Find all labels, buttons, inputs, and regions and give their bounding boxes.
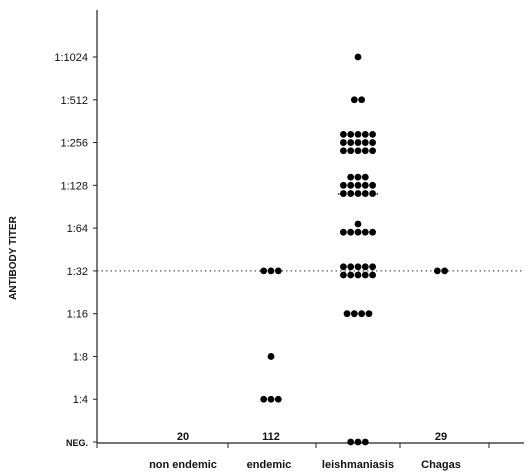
- data-point: [361, 130, 369, 138]
- data-point: [358, 96, 366, 104]
- data-point: [340, 139, 347, 146]
- data-point: [267, 267, 275, 275]
- data-point: [369, 181, 376, 189]
- data-point: [354, 173, 362, 181]
- y-tick-label: 1:64: [67, 223, 88, 235]
- data-point: [350, 310, 358, 318]
- x-category-label: non endemic: [149, 459, 217, 471]
- data-point: [361, 228, 369, 236]
- data-point: [361, 173, 369, 181]
- axes: [96, 10, 524, 444]
- y-axis-ticks: NEG. 1:4 1:8 1:16 1:32 1:64 1:128 1:256 1:512 1:1…: [54, 52, 97, 448]
- data-point: [340, 130, 347, 138]
- data-point: [340, 263, 347, 271]
- data-point: [369, 130, 376, 138]
- negative-count-label: 112: [262, 431, 280, 443]
- data-point: [340, 147, 347, 155]
- data-point: [347, 228, 355, 236]
- data-point: [369, 228, 376, 236]
- x-category-label: endemic: [247, 459, 292, 471]
- y-tick-label: 1:256: [60, 138, 88, 150]
- data-point: [354, 130, 362, 138]
- data-point: [361, 181, 369, 189]
- y-axis-label: ANTIBODY TITER: [8, 215, 19, 299]
- data-point: [354, 271, 362, 279]
- data-point: [369, 139, 376, 146]
- data-point: [347, 130, 355, 138]
- y-tick-label: 1:128: [60, 180, 88, 192]
- y-tick-label: 1:512: [60, 95, 88, 107]
- data-point: [347, 181, 355, 189]
- data-point: [361, 263, 369, 271]
- data-point: [343, 310, 351, 318]
- data-point: [354, 263, 362, 271]
- data-point: [354, 139, 362, 146]
- data-point: [260, 395, 268, 403]
- data-point: [441, 267, 449, 275]
- data-point: [274, 267, 282, 275]
- data-point: [354, 220, 362, 228]
- data-point: [267, 395, 275, 403]
- data-point: [361, 271, 369, 279]
- data-point: [369, 263, 376, 271]
- data-point: [354, 181, 362, 189]
- data-point: [260, 267, 268, 275]
- data-point: [369, 147, 376, 155]
- data-point: [354, 228, 362, 236]
- data-point: [347, 190, 355, 197]
- data-point: [347, 263, 355, 271]
- y-tick-label: 1:1024: [54, 52, 88, 64]
- cutoff-lines: [97, 193, 524, 272]
- data-point: [354, 190, 362, 197]
- x-axis-ticks: non endemic endemic leishmaniasis Chagas: [96, 443, 490, 471]
- data-point: [361, 147, 369, 155]
- y-tick-label: 1:16: [67, 309, 88, 321]
- data-point: [361, 139, 369, 146]
- data-point: [354, 147, 362, 155]
- data-point: [361, 190, 369, 197]
- y-tick-label: 1:8: [73, 351, 88, 363]
- y-tick-label: 1:32: [67, 266, 88, 278]
- x-category-label: leishmaniasis: [322, 459, 394, 471]
- negative-count-label: 20: [177, 431, 189, 443]
- data-point: [347, 438, 355, 446]
- data-point: [274, 395, 282, 403]
- data-point: [347, 139, 355, 146]
- data-point: [267, 353, 275, 360]
- data-point: [369, 190, 376, 197]
- data-point: [340, 181, 347, 189]
- data-point: [361, 438, 369, 446]
- data-point: [358, 310, 366, 318]
- data-point: [340, 228, 347, 236]
- data-point: [365, 310, 373, 318]
- data-point: [340, 190, 347, 197]
- y-tick-label: NEG.: [66, 438, 88, 448]
- data-point: [340, 271, 347, 279]
- x-category-label: Chagas: [421, 459, 461, 471]
- data-points: [260, 53, 449, 446]
- data-point: [347, 173, 355, 181]
- negative-count-label: 29: [435, 431, 447, 443]
- data-point: [347, 271, 355, 279]
- data-point: [354, 438, 362, 446]
- data-point: [347, 147, 355, 155]
- data-point: [369, 271, 376, 279]
- data-point: [354, 53, 362, 61]
- data-point: [350, 96, 358, 104]
- data-point: [433, 267, 441, 275]
- y-tick-label: 1:4: [73, 394, 88, 406]
- negative-counts: 20 112 29: [177, 431, 447, 443]
